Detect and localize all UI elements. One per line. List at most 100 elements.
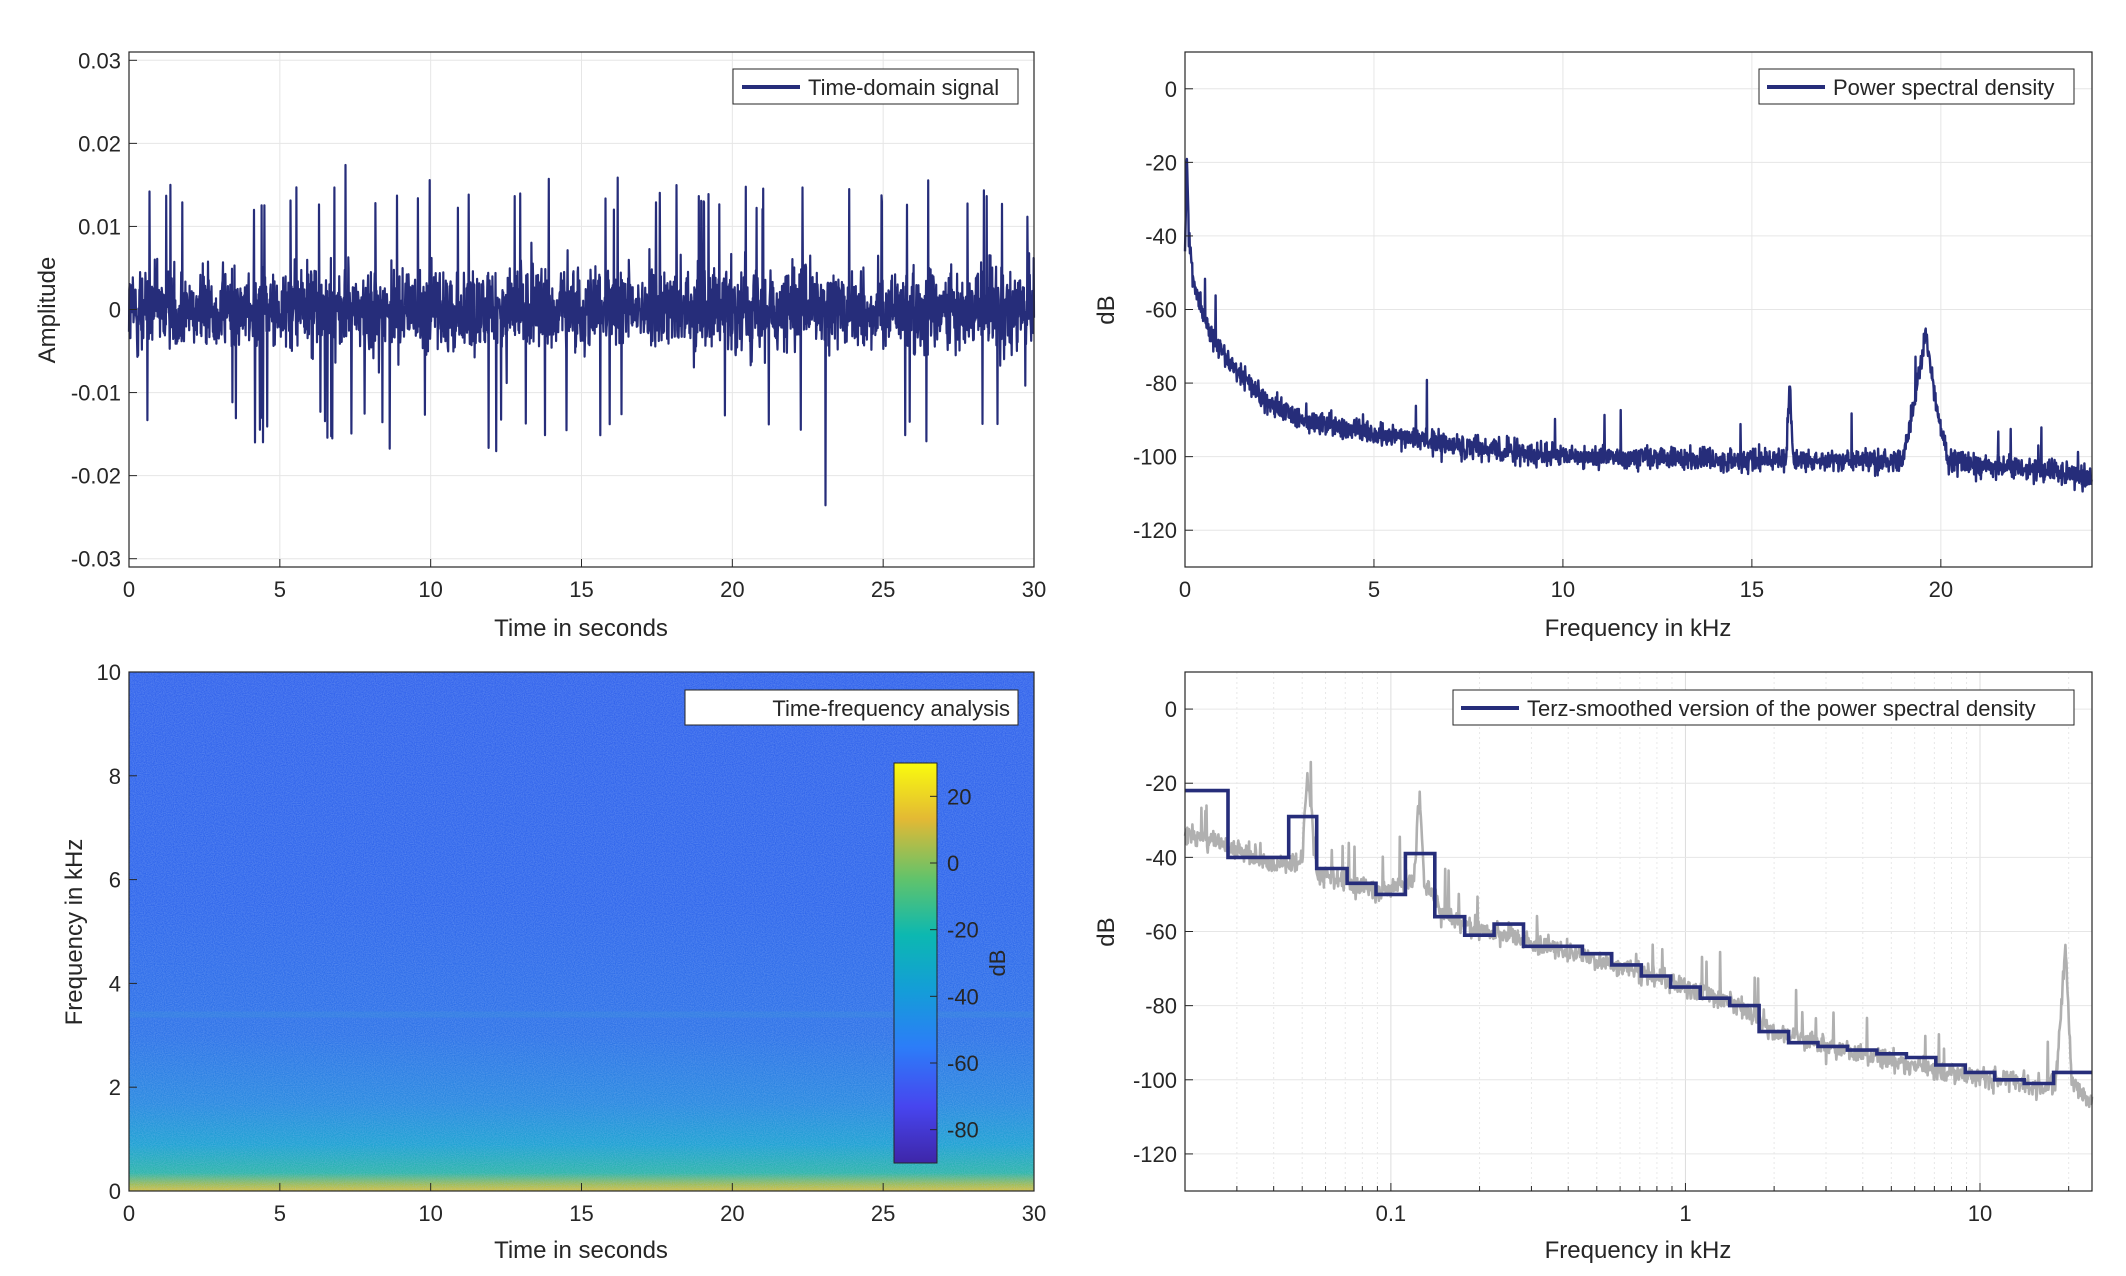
time-signal-legend: Time-domain signal [732,68,1019,105]
spectrogram-panel: 0 5 10 15 20 25 30 0 2 4 6 8 10 Time in seconds Fre… [61,660,1046,1264]
terz-ytick-label-4: -40 [1145,845,1177,870]
spectrogram-texture [129,672,1034,1191]
terz-raw-series [1183,760,2094,1109]
psd-yticks: -120 -100 -80 -60 -40 -20 0 [1133,77,1193,543]
time-signal-legend-label: Time-domain signal [808,75,999,100]
spectrogram-ytick-label-2: 4 [109,971,121,996]
time-signal-yticks: -0.03 -0.02 -0.01 0 0.01 0.02 0.03 [71,48,137,572]
time-signal-xtick-label-0: 0 [123,577,135,602]
psd-ytick-label-0: -120 [1133,518,1177,543]
terz-ytick-label-1: -100 [1133,1068,1177,1093]
time-signal-ytick-label-6: 0.03 [78,48,121,73]
psd-xtick-label-4: 20 [1929,577,1953,602]
spectrogram-xlabel: Time in seconds [494,1237,668,1264]
spectrogram-ytick-label-4: 8 [109,764,121,789]
spectrogram-xtick-label-0: 0 [123,1201,135,1226]
psd-legend: Power spectral density [1758,68,2075,105]
terz-raw-psd-line [1183,760,2094,1109]
psd-ytick-label-4: -40 [1145,224,1177,249]
terz-ytick-label-5: -20 [1145,771,1177,796]
terz-yticks: -120 -100 -80 -60 -40 -20 0 [1133,697,1193,1167]
terz-legend: Terz-smoothed version of the power spect… [1452,689,2075,726]
time-signal-line [127,163,1036,507]
psd-xticks: 0 5 10 15 20 [1179,559,1953,602]
time-signal-xtick-label-3: 15 [569,577,593,602]
colorbar-ticks: -80 -60 -40 -20 0 20 [930,784,979,1143]
spectrogram-xtick-label-2: 10 [418,1201,442,1226]
colorbar-tick-label-2: -40 [947,984,979,1009]
spectrogram-legend-box [684,689,1019,726]
psd-xtick-label-2: 10 [1551,577,1575,602]
psd-ytick-label-2: -80 [1145,371,1177,396]
spectrogram-xtick-label-5: 25 [871,1201,895,1226]
psd-line [1183,157,2093,493]
time-signal-xtick-label-2: 10 [418,577,442,602]
terz-panel: 0.1 1 10 -120 -100 -80 -60 -40 -20 0 Frequency i… [1093,671,2094,1264]
spectrogram-legend-label: Time-frequency analysis [772,696,1010,721]
terz-xlabel: Frequency in kHz [1545,1237,1732,1264]
time-signal-xtick-label-4: 20 [720,577,744,602]
psd-legend-label: Power spectral density [1833,75,2054,100]
psd-ytick-label-3: -60 [1145,298,1177,323]
colorbar-tick-label-4: 0 [947,851,959,876]
terz-legend-box [1452,689,2075,726]
time-signal-xticks: 0 5 10 15 20 25 30 [123,559,1046,602]
psd-xtick-label-3: 15 [1740,577,1764,602]
colorbar-ramp [893,762,938,1164]
time-signal-ytick-label-3: 0 [109,298,121,323]
spectrogram-xticks: 0 5 10 15 20 25 30 [123,1183,1046,1226]
terz-xtick-label-2: 10 [1968,1201,1992,1226]
spectrogram-ytick-label-5: 10 [97,660,121,685]
terz-step-series [1185,788,2092,1086]
time-signal-ytick-label-2: -0.01 [71,381,121,406]
time-signal-xtick-label-1: 5 [274,577,286,602]
terz-ylabel: dB [1093,917,1120,946]
spectrogram-ylabel: Frequency in kHz [61,839,88,1026]
psd-ytick-label-6: 0 [1165,77,1177,102]
time-signal-ytick-label-1: -0.02 [71,464,121,489]
spectrogram-xtick-label-1: 5 [274,1201,286,1226]
time-signal-series [127,163,1036,507]
time-signal-xtick-label-5: 25 [871,577,895,602]
terz-ytick-label-0: -120 [1133,1142,1177,1167]
spectrogram-xtick-label-6: 30 [1022,1201,1046,1226]
spectrogram-yticks: 0 2 4 6 8 10 [97,660,137,1204]
colorbar-tick-label-3: -20 [947,918,979,943]
psd-ytick-label-1: -100 [1133,445,1177,470]
terz-xtick-label-1: 1 [1679,1201,1691,1226]
colorbar-label: dB [985,950,1010,977]
spectrogram-ytick-label-0: 0 [109,1179,121,1204]
time-signal-ylabel: Amplitude [34,257,61,364]
time-signal-ytick-label-5: 0.02 [78,131,121,156]
terz-ytick-label-3: -60 [1145,920,1177,945]
colorbar-tick-label-0: -80 [947,1118,979,1143]
colorbar-tick-label-5: 20 [947,784,971,809]
spectrogram-colorbar: -80 -60 -40 -20 0 20 dB [893,762,1010,1164]
time-signal-ytick-label-4: 0.01 [78,214,121,239]
time-signal-panel: 0 5 10 15 20 25 30 -0.03 -0.02 -0.01 0 0.01 0.02 0.0… [34,48,1046,642]
spectrogram-band-3-4khz [129,1011,1034,1018]
spectrogram-legend: Time-frequency analysis [684,689,1019,726]
time-signal-xlabel: Time in seconds [494,615,668,642]
terz-ytick-label-6: 0 [1165,697,1177,722]
time-signal-xtick-label-6: 30 [1022,577,1046,602]
psd-xtick-label-1: 5 [1368,577,1380,602]
time-signal-ytick-label-0: -0.03 [71,547,121,572]
terz-step-line [1185,788,2092,1086]
spectrogram-xtick-label-3: 15 [569,1201,593,1226]
terz-legend-label: Terz-smoothed version of the power spect… [1527,696,2036,721]
psd-panel: 0 5 10 15 20 -120 -100 -80 -60 -40 -20 0 Frequency… [1093,51,2093,642]
psd-ylabel: dB [1093,295,1120,324]
psd-series [1183,157,2093,493]
colorbar-tick-label-1: -60 [947,1051,979,1076]
terz-xtick-label-0: 0.1 [1376,1201,1407,1226]
psd-xlabel: Frequency in kHz [1545,615,1732,642]
terz-xticks: 0.1 1 10 [1184,1183,2070,1226]
spectrogram-xtick-label-4: 20 [720,1201,744,1226]
psd-xtick-label-0: 0 [1179,577,1191,602]
spectrogram-bands [129,1011,1034,1018]
spectrogram-ytick-label-1: 2 [109,1075,121,1100]
spectrogram-ytick-label-3: 6 [109,868,121,893]
terz-ytick-label-2: -80 [1145,994,1177,1019]
